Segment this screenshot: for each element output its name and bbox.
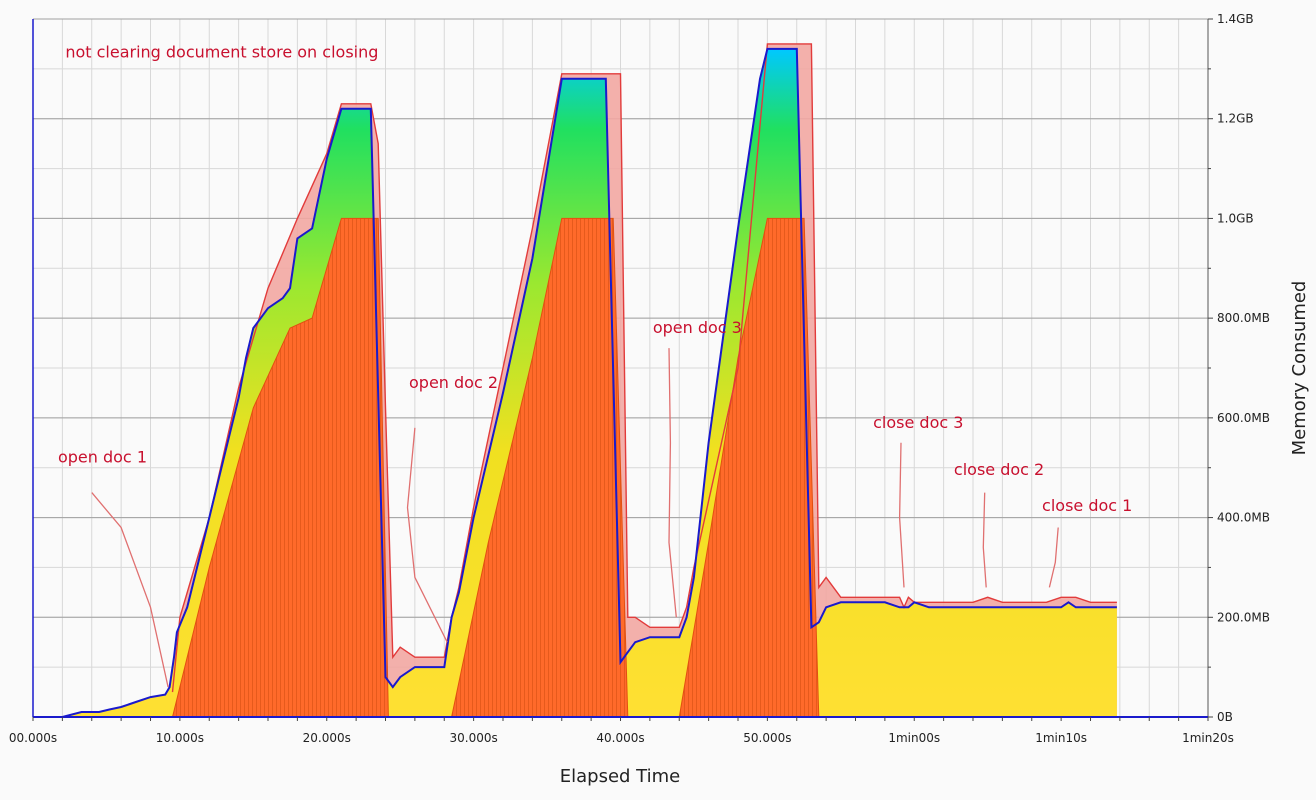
y-tick-label: 1.2GB — [1217, 112, 1254, 126]
y-tick-label: 400.0MB — [1217, 511, 1270, 525]
annotation-text-3: open doc 2 — [409, 373, 498, 392]
annotation-text-5: close doc 3 — [873, 413, 963, 432]
x-tick-label: 50.000s — [743, 731, 791, 745]
x-tick-label: 30.000s — [450, 731, 498, 745]
y-tick-label: 200.0MB — [1217, 610, 1270, 624]
x-axis-title: Elapsed Time — [560, 766, 680, 787]
x-tick-label: 1min20s — [1182, 731, 1234, 745]
annotation-text-2: open doc 1 — [58, 448, 147, 467]
annotation-text-7: close doc 1 — [1042, 496, 1132, 515]
series-layer — [33, 43, 1117, 718]
x-tick-label: 40.000s — [596, 731, 644, 745]
y-tick-label: 1.4GB — [1217, 12, 1254, 26]
orange-area-1 — [171, 217, 389, 718]
y-tick-label: 600.0MB — [1217, 411, 1270, 425]
x-tick-label: 1min00s — [888, 731, 940, 745]
annotation-pointer-6 — [982, 492, 987, 588]
annotation-pointer-3 — [406, 427, 448, 643]
annotation-pointer-4 — [668, 348, 677, 618]
annotation-pointer-2 — [91, 492, 169, 688]
x-tick-label: 00.000s — [9, 731, 57, 745]
y-axis-title: Memory Consumed — [1289, 281, 1310, 456]
annotation-text-4: open doc 3 — [653, 318, 742, 337]
axes: 00.000s 10.000s 20.000s 30.000s 40.000s 50.00… — [9, 12, 1270, 745]
annotation-pointer-7 — [1048, 527, 1059, 588]
y-tick-label: 1.0GB — [1217, 211, 1254, 225]
annotation-pointer-5 — [898, 442, 905, 588]
x-tick-label: 20.000s — [303, 731, 351, 745]
annotations: not clearing document store on closing op… — [58, 42, 1132, 688]
y-tick-label: 0B — [1217, 710, 1233, 724]
annotation-text-6: close doc 2 — [954, 460, 1044, 479]
x-tick-label: 1min10s — [1035, 731, 1087, 745]
total-line — [33, 47, 1117, 718]
x-tick-label: 10.000s — [156, 731, 204, 745]
annotation-text-1: not clearing document store on closing — [65, 42, 378, 61]
y-tick-label: 800.0MB — [1217, 311, 1270, 325]
